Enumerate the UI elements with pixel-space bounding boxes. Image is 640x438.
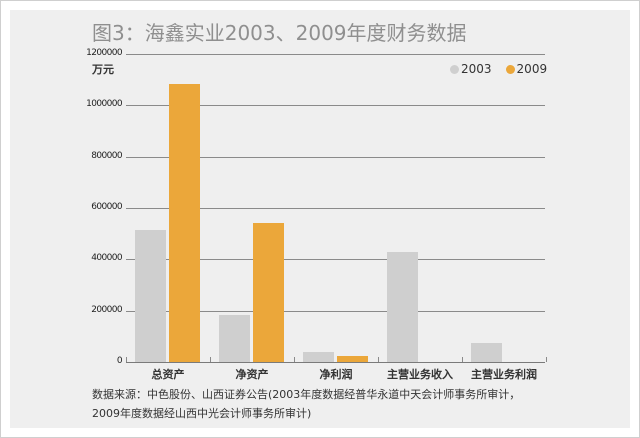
data-source-note: 数据来源：中色股份、山西证券公告(2003年度数据经普华永道中天会计师事务所审计…: [92, 385, 552, 423]
chart-title: 图3：海鑫实业2003、2009年度财务数据: [92, 21, 467, 45]
bar-2009: [169, 84, 200, 362]
y-tick-label: 600000: [91, 202, 122, 212]
gridline: [126, 208, 545, 209]
x-axis-label: 主营业务收入: [387, 368, 453, 381]
legend-item-2003: 2003: [450, 62, 492, 76]
x-tick-mark: [126, 357, 127, 362]
y-tick-label: 200000: [91, 305, 122, 315]
x-axis-label: 净利润: [319, 368, 353, 381]
gridline: [126, 259, 545, 260]
legend-item-2009: 2009: [505, 62, 548, 76]
bar-2003: [471, 343, 502, 362]
gridline: [126, 105, 545, 106]
x-tick-mark: [462, 357, 463, 362]
bar-2003: [387, 252, 418, 362]
x-tick-mark: [378, 357, 379, 362]
gridline: [126, 311, 545, 312]
x-tick-mark: [210, 357, 211, 362]
bar-2003: [303, 352, 334, 362]
gridline: [126, 54, 545, 55]
bar-2009: [253, 223, 284, 362]
x-tick-mark: [546, 357, 547, 362]
y-tick-label: 1000000: [86, 99, 122, 109]
x-axis-line: [126, 362, 545, 363]
x-axis-label: 净资产: [235, 368, 269, 381]
y-tick-label: 0: [116, 356, 123, 366]
legend: 2003 2009: [450, 62, 561, 76]
y-axis-unit: 万元: [92, 63, 114, 76]
bar-2003: [135, 230, 166, 362]
bar-2009: [337, 356, 368, 362]
source-line-2: 2009年度数据经山西中光会计师事务所审计): [92, 407, 312, 420]
legend-swatch-2009: [505, 64, 515, 74]
y-tick-label: 400000: [91, 253, 122, 263]
legend-label-2009: 2009: [516, 62, 548, 76]
y-tick-label: 800000: [91, 151, 122, 161]
x-axis-label: 总资产: [151, 368, 185, 381]
legend-label-2003: 2003: [461, 62, 492, 76]
x-tick-mark: [294, 357, 295, 362]
legend-swatch-2003: [450, 64, 459, 74]
gridline: [126, 157, 545, 158]
x-axis-label: 主营业务利润: [471, 368, 537, 381]
source-line-1: 数据来源：中色股份、山西证券公告(2003年度数据经普华永道中天会计师事务所审计…: [92, 388, 521, 401]
bar-2003: [219, 315, 250, 362]
y-tick-label: 1200000: [86, 48, 122, 58]
